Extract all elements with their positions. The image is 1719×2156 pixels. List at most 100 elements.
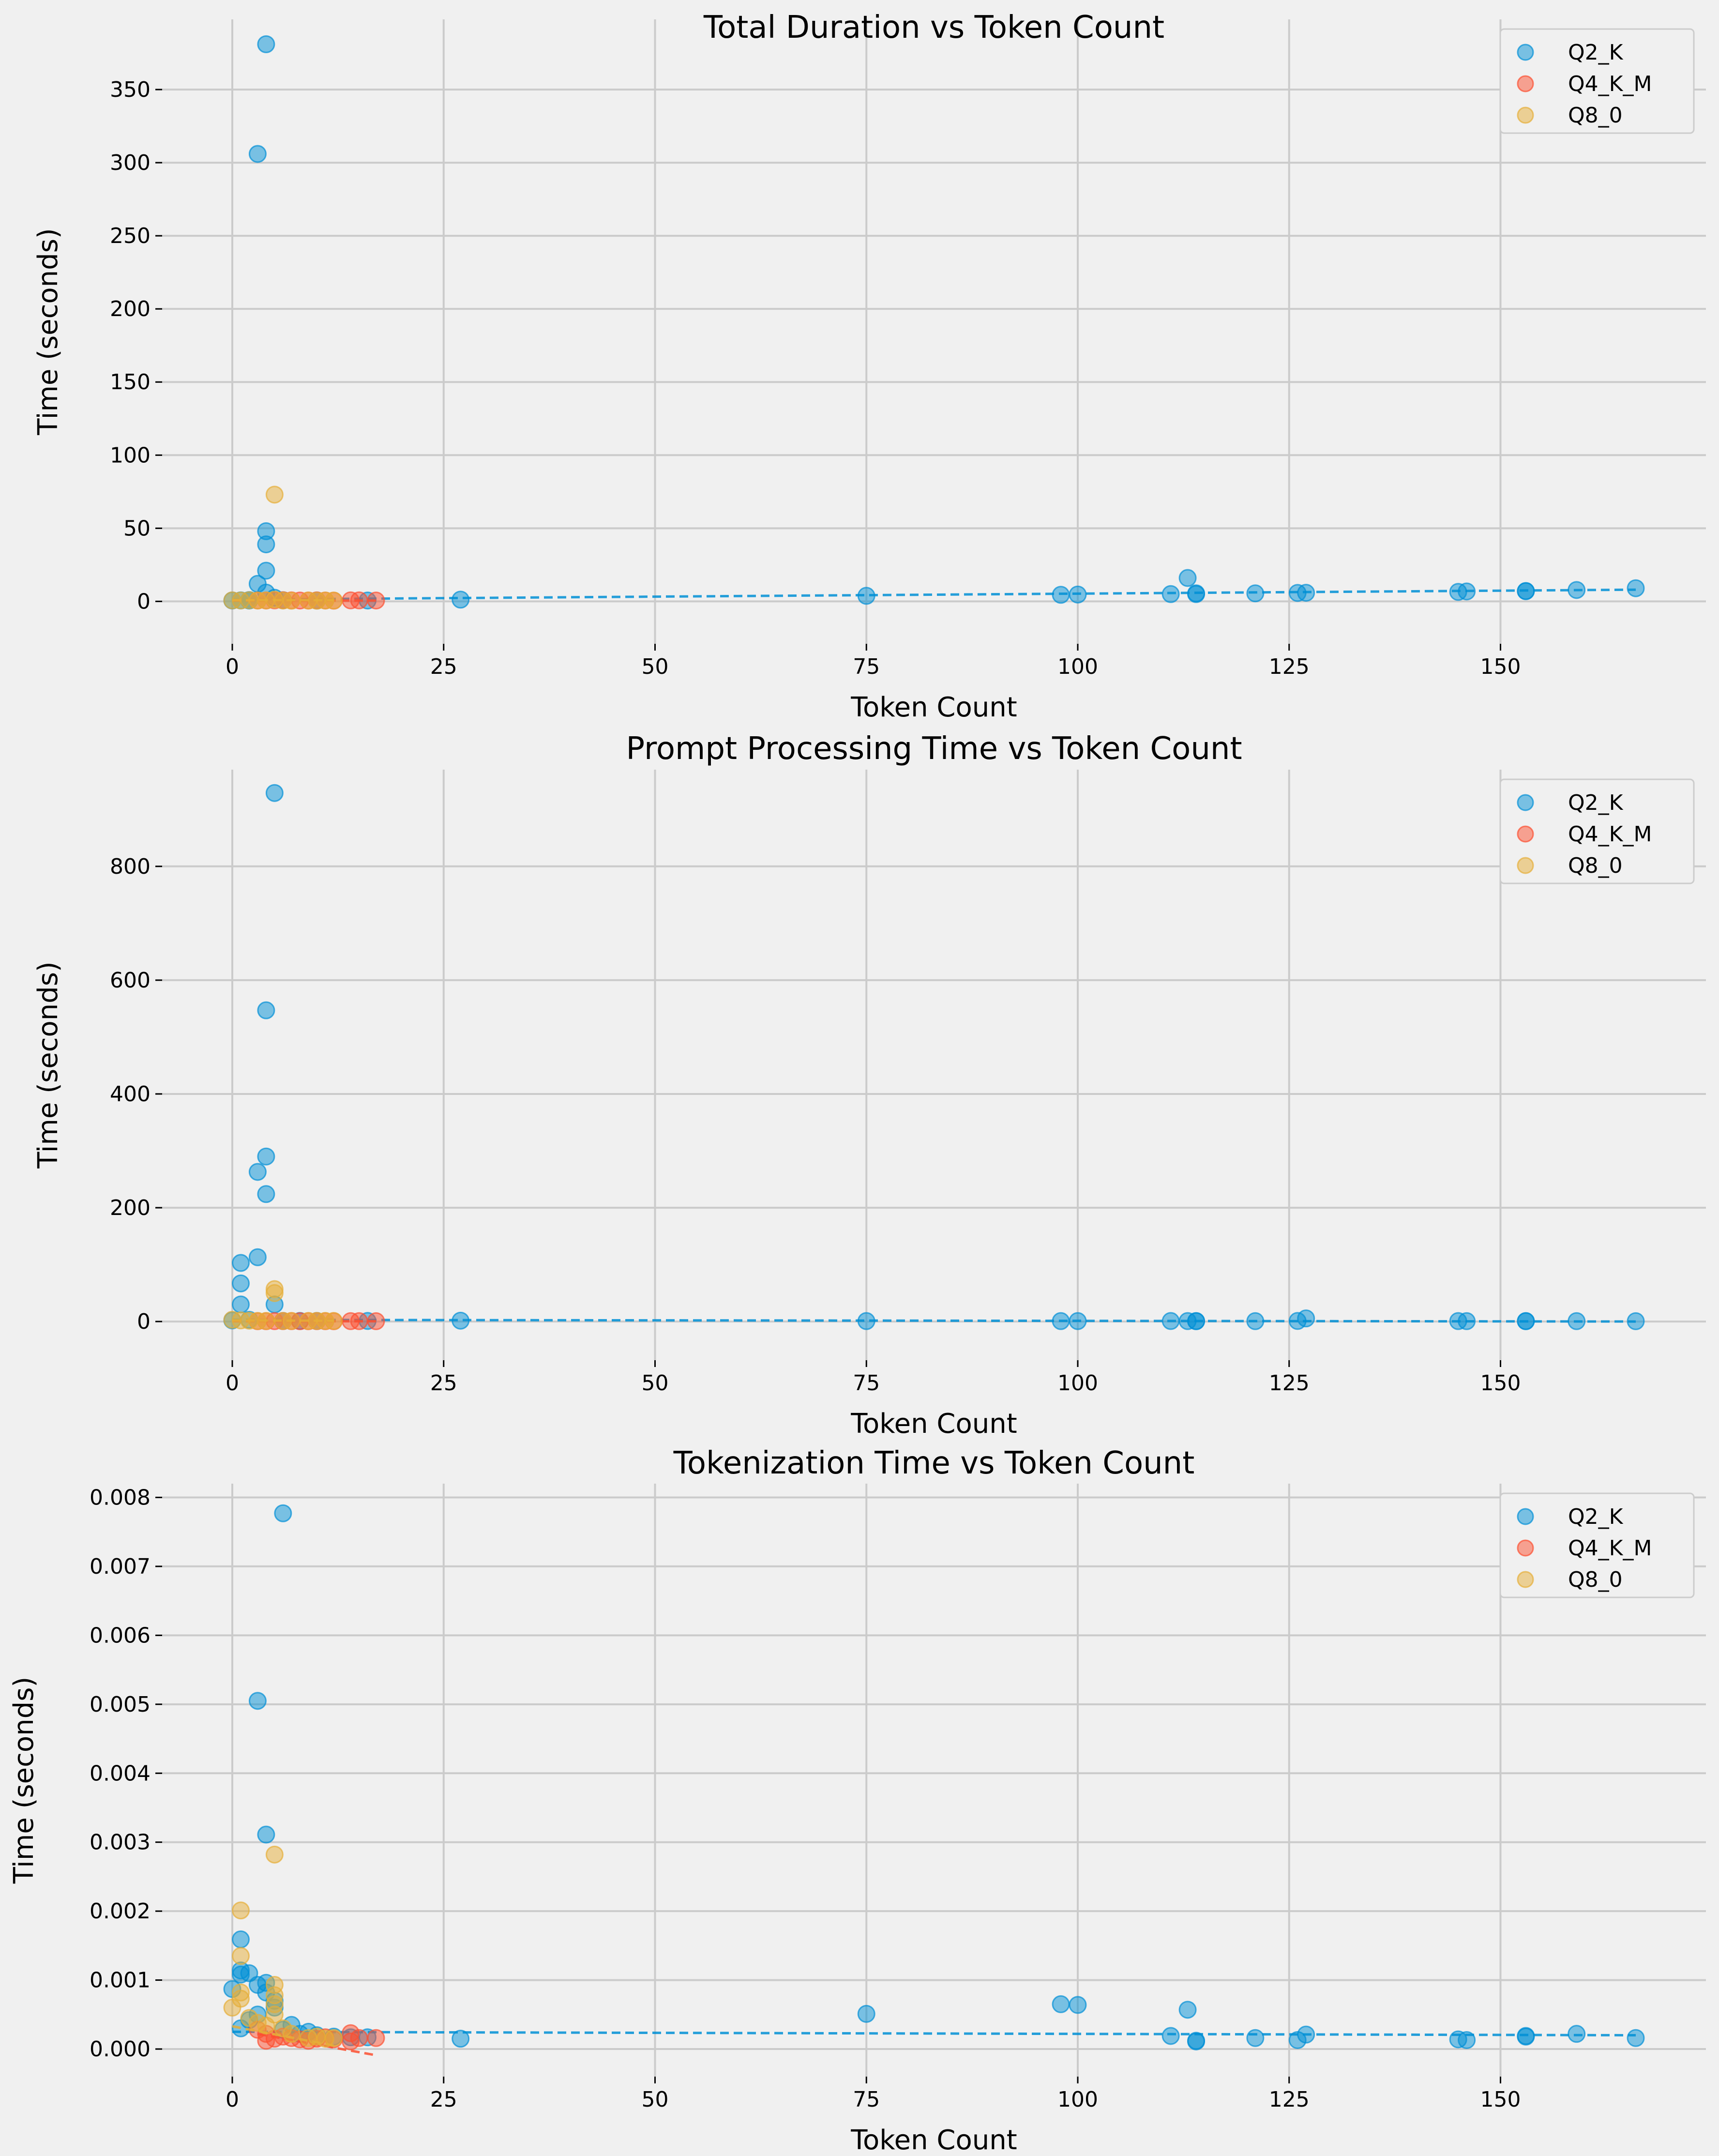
scatter-point [248, 1248, 267, 1266]
scatter-point [231, 1254, 250, 1272]
scatter-point [265, 784, 284, 802]
legend-label: Q4_K_M [1568, 1536, 1652, 1561]
legend-label: Q8_0 [1568, 1567, 1623, 1592]
legend-label: Q2_K [1568, 40, 1624, 65]
scatter-point [257, 535, 275, 554]
scatter-point [231, 1947, 250, 1965]
y-tick-label: 0.001 [90, 1968, 151, 1993]
legend-marker [1517, 825, 1534, 843]
chart-panel-tokenization: 0 25 50 75 100 125 150 0.000 0.001 0.002 0.003 0.00… [8, 1445, 1706, 2156]
scatter-point [350, 2029, 368, 2047]
x-tick-label: 150 [1480, 654, 1521, 679]
scatter-point [231, 1930, 250, 1949]
scatter-point [257, 1001, 275, 1019]
trend-line [232, 588, 1636, 601]
legend-marker [1517, 794, 1534, 811]
y-tick-label: 0.005 [90, 1692, 151, 1717]
legend-box [1499, 28, 1695, 134]
scatter-point [1069, 1996, 1087, 2014]
y-tick-label: 250 [110, 224, 151, 248]
series-Q8_0 [223, 1280, 343, 1330]
scatter-point [1178, 2001, 1197, 2019]
scatter-point [282, 2025, 301, 2043]
y-axis-label: Time (seconds) [32, 228, 64, 435]
scatter-point [257, 1185, 275, 1203]
scatter-point [452, 591, 470, 609]
scatter-point [257, 35, 275, 53]
y-tick-label: 100 [110, 443, 151, 468]
x-axis-label: Token Count [850, 692, 1017, 723]
scatter-point [857, 2004, 875, 2023]
x-tick-label: 125 [1269, 2087, 1310, 2112]
chart-panel-prompt-processing: 0 25 50 75 100 125 150 0 200 400 600 800 Prompt Proc… [32, 731, 1706, 1440]
x-tick-label: 25 [430, 2087, 457, 2112]
y-tick-label: 0 [137, 1309, 151, 1334]
scatter-point [325, 1312, 343, 1330]
legend: Q2_K Q4_K_M Q8_0 [1499, 28, 1695, 134]
y-tick-label: 150 [110, 370, 151, 395]
y-tick-label: 0.002 [90, 1899, 151, 1924]
y-tick-label: 400 [110, 1082, 151, 1107]
x-tick-label: 100 [1057, 1371, 1098, 1396]
trend-line [232, 1319, 1636, 1323]
x-tick-label: 75 [853, 2087, 880, 2112]
y-tick-label: 50 [123, 516, 151, 541]
y-tick-label: 200 [110, 297, 151, 321]
x-tick-label: 125 [1269, 1371, 1310, 1396]
scatter-point [231, 1274, 250, 1292]
x-tick-label: 25 [430, 654, 457, 679]
scatter-point [248, 1692, 267, 1710]
scatter-point [265, 1284, 284, 1302]
legend-box [1499, 778, 1695, 884]
chart-title: Prompt Processing Time vs Token Count [626, 731, 1242, 767]
x-tick-label: 150 [1480, 1371, 1521, 1396]
y-tick-label: 800 [110, 854, 151, 879]
y-tick-label: 0.003 [90, 1830, 151, 1855]
legend-label: Q4_K_M [1568, 822, 1652, 847]
scatter-point [1627, 2029, 1645, 2047]
scatter-point [1297, 1309, 1315, 1328]
legend-marker [1517, 1508, 1534, 1525]
chart-panel-total-duration: 0 25 50 75 100 125 150 0 50 100 150 200 250 300 350 Tot… [32, 10, 1706, 723]
y-tick-label: 0.006 [90, 1623, 151, 1648]
scatter-point [325, 2029, 343, 2047]
y-tick-label: 0.000 [90, 2037, 151, 2062]
x-tick-label: 100 [1057, 654, 1098, 679]
x-tick-label: 50 [641, 2087, 668, 2112]
scatter-point [1187, 2032, 1206, 2050]
scatter-point [248, 1163, 267, 1181]
trend-line [232, 2030, 1636, 2037]
scatter-point [231, 1901, 250, 1920]
legend-label: Q4_K_M [1568, 72, 1652, 96]
y-axis-label: Time (seconds) [8, 1677, 40, 1884]
scatter-point [257, 1825, 275, 1844]
x-tick-label: 0 [226, 2087, 239, 2112]
x-tick-label: 50 [641, 654, 668, 679]
x-tick-label: 0 [226, 1371, 239, 1396]
x-tick-label: 100 [1057, 2087, 1098, 2112]
y-tick-label: 200 [110, 1196, 151, 1220]
scatter-point [1568, 2025, 1586, 2043]
legend-label: Q2_K [1568, 790, 1624, 815]
y-tick-label: 0.008 [90, 1485, 151, 1510]
scatter-point [265, 486, 284, 504]
legend-marker [1517, 44, 1534, 61]
legend: Q2_K Q4_K_M Q8_0 [1499, 778, 1695, 884]
scatter-point [1161, 2027, 1180, 2045]
scatter-point [274, 1504, 292, 1522]
scatter-point [452, 2030, 470, 2048]
y-tick-label: 350 [110, 77, 151, 102]
legend-marker [1517, 75, 1534, 92]
legend-box [1499, 1492, 1695, 1598]
x-tick-label: 150 [1480, 2087, 1521, 2112]
series-Q8_0 [223, 486, 343, 610]
legend-marker [1517, 857, 1534, 874]
y-tick-label: 0 [137, 589, 151, 614]
x-tick-label: 50 [641, 1371, 668, 1396]
scatter-point [1178, 569, 1197, 587]
scatter-point [257, 562, 275, 580]
scatter-point [1517, 2027, 1535, 2046]
scatter-point [1052, 1995, 1070, 2013]
